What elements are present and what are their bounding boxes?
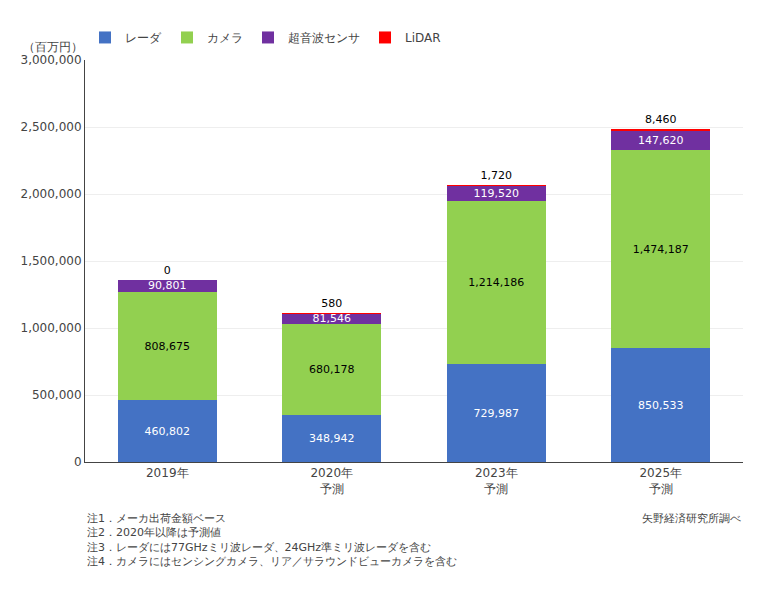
svg-text:1,720: 1,720 (481, 169, 513, 182)
svg-text:1,214,186: 1,214,186 (468, 276, 524, 289)
svg-text:2020年予測: 2020年予測 (310, 466, 353, 496)
svg-text:2,500,000: 2,500,000 (21, 120, 82, 134)
svg-text:808,675: 808,675 (145, 340, 191, 353)
svg-text:超音波センサ: 超音波センサ (288, 31, 360, 45)
svg-text:680,178: 680,178 (309, 363, 355, 376)
svg-text:500,000: 500,000 (32, 388, 82, 402)
svg-text:（百万円）: （百万円） (23, 40, 83, 54)
svg-text:8,460: 8,460 (645, 113, 677, 126)
svg-text:850,533: 850,533 (638, 399, 684, 412)
svg-text:119,520: 119,520 (474, 187, 520, 200)
svg-text:0: 0 (164, 264, 171, 277)
svg-text:レーダ: レーダ (125, 31, 162, 45)
svg-text:2023年予測: 2023年予測 (475, 466, 518, 496)
svg-text:1,000,000: 1,000,000 (21, 321, 82, 335)
svg-text:580: 580 (321, 297, 342, 310)
svg-text:2025年予測: 2025年予測 (639, 466, 682, 496)
svg-text:90,801: 90,801 (148, 279, 187, 292)
svg-text:矢野経済研究所調べ: 矢野経済研究所調べ (642, 512, 741, 525)
svg-text:0: 0 (74, 455, 82, 469)
svg-text:348,942: 348,942 (309, 432, 355, 445)
svg-text:81,546: 81,546 (313, 312, 352, 325)
svg-text:460,802: 460,802 (145, 425, 191, 438)
svg-text:147,620: 147,620 (638, 134, 684, 147)
svg-text:注1．メーカ出荷金額ベース注2．2020年以降は予測値注3．: 注1．メーカ出荷金額ベース注2．2020年以降は予測値注3．レーダには77GHz… (87, 512, 457, 568)
svg-text:1,500,000: 1,500,000 (21, 254, 82, 268)
svg-text:3,000,000: 3,000,000 (21, 53, 82, 67)
svg-text:LiDAR: LiDAR (405, 31, 441, 45)
svg-text:2019年: 2019年 (146, 466, 189, 480)
svg-text:729,987: 729,987 (474, 407, 520, 420)
svg-text:1,474,187: 1,474,187 (633, 243, 689, 256)
svg-text:カメラ: カメラ (207, 31, 243, 45)
svg-text:2,000,000: 2,000,000 (21, 187, 82, 201)
